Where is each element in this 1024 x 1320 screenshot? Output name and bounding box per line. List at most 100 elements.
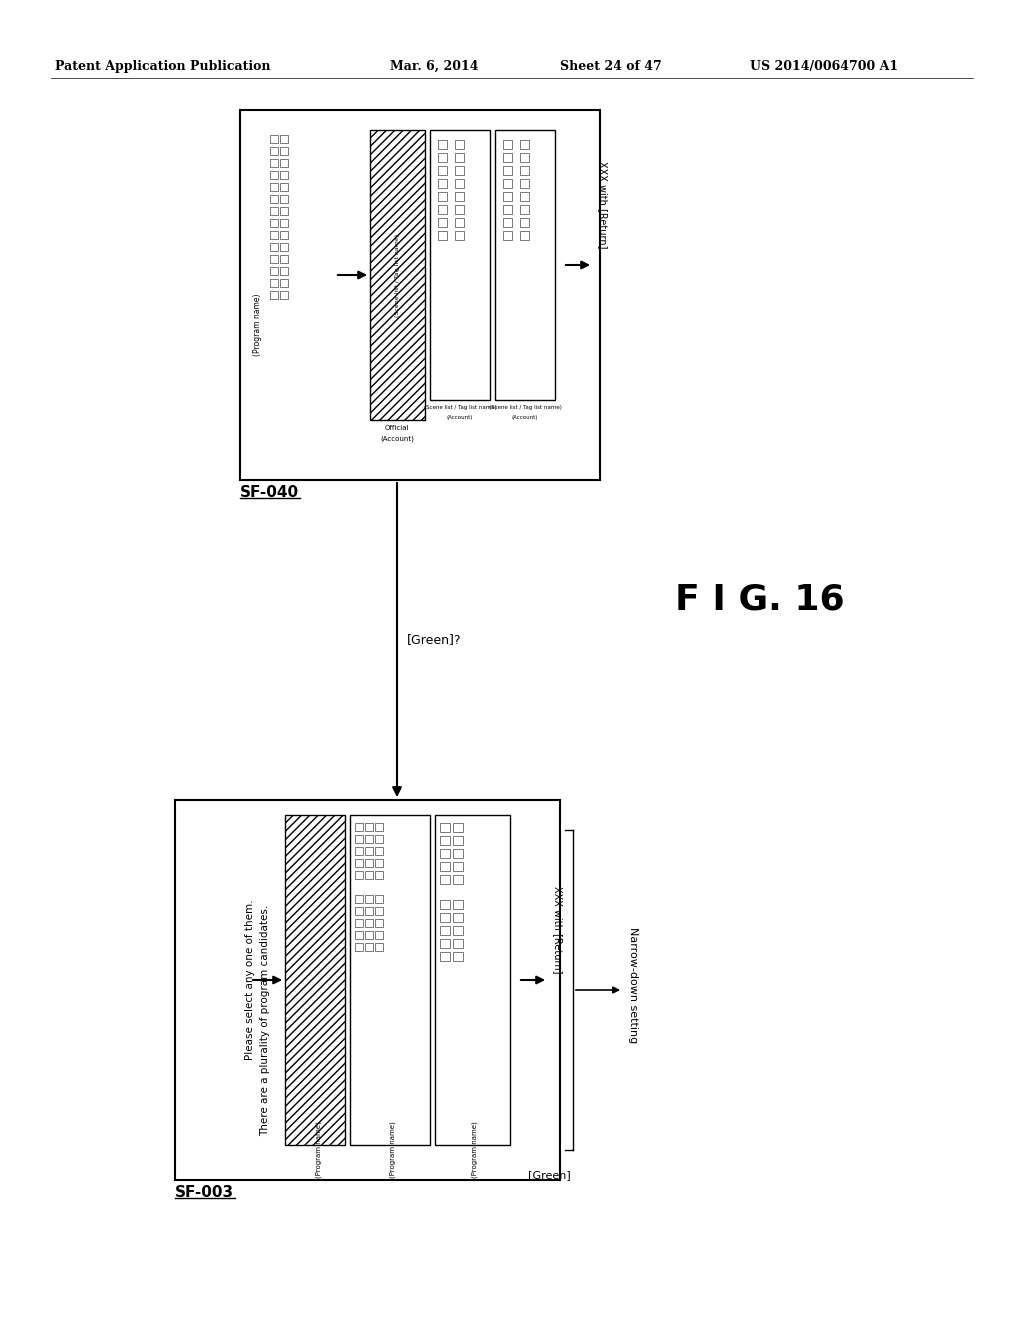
Bar	[280, 279, 288, 286]
Bar	[365, 919, 373, 927]
Text: Please select any one of them.: Please select any one of them.	[245, 900, 255, 1060]
Bar	[375, 847, 383, 855]
Bar	[355, 919, 362, 927]
Bar	[440, 952, 450, 961]
Bar	[350, 814, 430, 1144]
Bar	[280, 267, 288, 275]
Bar	[440, 913, 450, 921]
Bar	[438, 191, 447, 201]
Bar	[270, 243, 278, 251]
Bar	[520, 191, 529, 201]
Bar	[370, 129, 425, 420]
Bar	[280, 231, 288, 239]
Bar	[365, 836, 373, 843]
Text: [Green]: [Green]	[528, 1170, 570, 1180]
Bar	[453, 849, 463, 858]
Bar	[270, 135, 278, 143]
Bar	[285, 814, 345, 1144]
Bar	[440, 900, 450, 909]
Bar	[520, 153, 529, 162]
Text: [Green]?: [Green]?	[407, 634, 462, 647]
Bar	[503, 218, 512, 227]
Bar	[365, 822, 373, 832]
Bar	[453, 862, 463, 871]
Bar	[453, 913, 463, 921]
Bar	[453, 836, 463, 845]
Text: Sheet 24 of 47: Sheet 24 of 47	[560, 59, 662, 73]
Bar	[280, 219, 288, 227]
Bar	[455, 140, 464, 149]
Bar	[270, 195, 278, 203]
Bar	[365, 895, 373, 903]
Bar	[455, 191, 464, 201]
Bar	[375, 919, 383, 927]
Bar	[455, 205, 464, 214]
Bar	[375, 871, 383, 879]
Bar	[280, 183, 288, 191]
Bar	[375, 942, 383, 950]
Text: Mar. 6, 2014: Mar. 6, 2014	[390, 59, 478, 73]
Bar	[495, 129, 555, 400]
Bar	[440, 875, 450, 884]
Bar	[280, 255, 288, 263]
Bar	[375, 859, 383, 867]
Bar	[438, 140, 447, 149]
Text: F I G. 16: F I G. 16	[675, 583, 845, 616]
Bar	[453, 939, 463, 948]
Bar	[520, 205, 529, 214]
Bar	[365, 847, 373, 855]
Bar	[280, 290, 288, 300]
Bar	[503, 140, 512, 149]
Text: Patent Application Publication: Patent Application Publication	[55, 59, 270, 73]
Bar	[440, 927, 450, 935]
Bar	[270, 172, 278, 180]
Bar	[280, 195, 288, 203]
Bar	[375, 836, 383, 843]
Bar	[375, 895, 383, 903]
Bar	[365, 871, 373, 879]
Bar	[355, 942, 362, 950]
Bar	[435, 814, 510, 1144]
Bar	[375, 931, 383, 939]
Bar	[520, 218, 529, 227]
Bar	[355, 907, 362, 915]
Bar	[280, 135, 288, 143]
Bar	[375, 907, 383, 915]
Bar	[270, 219, 278, 227]
Bar	[453, 952, 463, 961]
Bar	[438, 218, 447, 227]
Bar	[503, 166, 512, 176]
Bar	[440, 849, 450, 858]
Bar	[438, 231, 447, 240]
Bar	[270, 147, 278, 154]
Text: Narrow-down setting: Narrow-down setting	[628, 927, 638, 1043]
Bar	[355, 931, 362, 939]
Text: (Account): (Account)	[512, 414, 539, 420]
Bar	[455, 231, 464, 240]
Bar	[520, 231, 529, 240]
Bar	[453, 900, 463, 909]
Bar	[440, 822, 450, 832]
Bar	[438, 153, 447, 162]
Text: There are a plurality of program candidates.: There are a plurality of program candida…	[260, 904, 270, 1135]
Text: (Account): (Account)	[446, 414, 473, 420]
Text: (Scene list / Tag list name): (Scene list / Tag list name)	[488, 405, 561, 411]
Bar	[438, 180, 447, 187]
Bar	[503, 191, 512, 201]
Bar	[440, 836, 450, 845]
Text: US 2014/0064700 A1: US 2014/0064700 A1	[750, 59, 898, 73]
Bar	[430, 129, 490, 400]
Bar	[240, 110, 600, 480]
Bar	[503, 153, 512, 162]
Bar	[503, 205, 512, 214]
Bar	[355, 871, 362, 879]
Bar	[438, 166, 447, 176]
Bar	[455, 218, 464, 227]
Text: (Scene list / Tag list name): (Scene list / Tag list name)	[394, 234, 399, 317]
Text: (Program name): (Program name)	[390, 1122, 396, 1179]
Bar	[455, 166, 464, 176]
Bar	[280, 207, 288, 215]
Bar	[270, 279, 278, 286]
Text: Official: Official	[385, 425, 410, 432]
Bar	[280, 243, 288, 251]
